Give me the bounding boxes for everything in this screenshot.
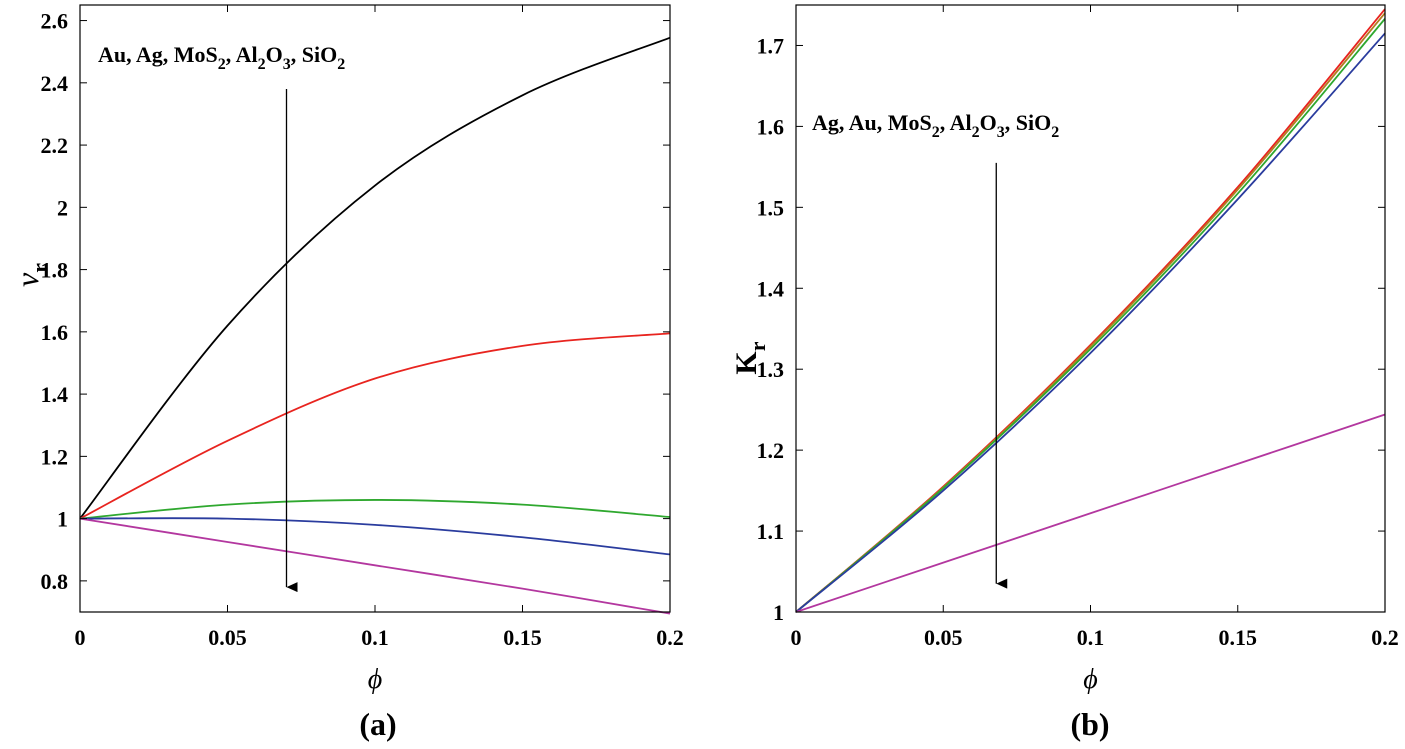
series-line-a-ag xyxy=(79,332,671,520)
annotation-part-a: , SiO xyxy=(291,42,337,67)
annotation-part-b: , Al xyxy=(940,110,972,135)
annotation-part-a: 2 xyxy=(218,56,226,73)
y-tick-label-b: 1.1 xyxy=(757,519,785,544)
series-line-a-sio2 xyxy=(79,517,671,615)
series-line-b-ag xyxy=(795,8,1386,613)
panel-label-a: (a) xyxy=(359,706,396,742)
axes-frame-b xyxy=(795,4,1386,613)
annotation-part-b: , SiO xyxy=(1005,110,1051,135)
annotation-part-b: 2 xyxy=(1051,124,1059,141)
y-tick-label-a: 1.8 xyxy=(41,258,69,283)
y-tick-label-a: 2.2 xyxy=(41,133,69,158)
x-tick-label-b: 0.2 xyxy=(1371,625,1399,650)
y-tick-label-a: 2 xyxy=(57,195,68,220)
annotation-part-a: 3 xyxy=(283,56,291,73)
x-tick-label-a: 0 xyxy=(75,625,86,650)
y-tick-label-b: 1 xyxy=(773,600,784,625)
y-tick-label-b: 1.3 xyxy=(757,357,785,382)
x-tick-label-b: 0 xyxy=(791,625,802,650)
x-tick-label-b: 0.1 xyxy=(1077,625,1105,650)
series-line-a-mos2 xyxy=(79,499,671,520)
y-tick-label-b: 1.5 xyxy=(757,195,785,220)
y-tick-label-b: 1.2 xyxy=(757,438,785,463)
y-axis-label-b: Kr xyxy=(730,341,770,374)
annotation-part-a: O xyxy=(266,42,283,67)
y-tick-label-a: 0.8 xyxy=(41,569,69,594)
y-tick-label-a: 2.6 xyxy=(41,9,69,34)
axes-frame-a xyxy=(79,4,671,613)
series-line-a-au xyxy=(79,36,671,520)
y-tick-label-b: 1.4 xyxy=(757,276,785,301)
x-tick-label-a: 0.05 xyxy=(208,625,247,650)
annotation-part-b: O xyxy=(980,110,997,135)
annotation-part-a: 2 xyxy=(258,56,266,73)
panel-label-b: (b) xyxy=(1070,706,1109,742)
y-axis-label-main-a: ν xyxy=(9,272,45,287)
annotation-part-a: , Al xyxy=(226,42,258,67)
x-axis-label-b: ϕ xyxy=(1083,664,1098,695)
x-tick-label-a: 0.1 xyxy=(361,625,389,650)
y-axis-label-a: νr xyxy=(9,263,52,287)
y-tick-label-b: 1.6 xyxy=(757,114,785,139)
annotation-part-b: 3 xyxy=(997,124,1005,141)
x-tick-label-a: 0.15 xyxy=(503,625,542,650)
chart-panel-b: 0 0.05 0.1 0.15 0.2 1 1.1 1.2 1.3 1.4 1.5 1.6 1.7 ϕ Kr… xyxy=(730,4,1399,742)
y-axis-label-main-b: K xyxy=(730,351,763,375)
y-tick-label-a: 1 xyxy=(57,507,68,532)
x-axis-label-a: ϕ xyxy=(368,664,383,695)
y-tick-label-a: 1.6 xyxy=(41,320,69,345)
y-tick-label-b: 1.7 xyxy=(757,33,785,58)
annotation-text-b: Ag, Au, MoS2, Al2O3, SiO2 xyxy=(812,110,1059,141)
series-line-b-sio2 xyxy=(795,413,1386,613)
x-tick-label-a: 0.2 xyxy=(656,625,684,650)
x-tick-label-b: 0.15 xyxy=(1219,625,1258,650)
y-tick-label-a: 1.2 xyxy=(41,444,69,469)
y-tick-label-a: 1.4 xyxy=(41,382,69,407)
annotation-part-b: 2 xyxy=(972,124,980,141)
x-tick-label-b: 0.05 xyxy=(924,625,963,650)
annotation-text-a: Au, Ag, MoS2, Al2O3, SiO2 xyxy=(98,42,345,73)
series-line-b-mos2 xyxy=(795,18,1386,613)
y-tick-label-a: 2.4 xyxy=(41,71,69,96)
y-axis-label-sub-a: r xyxy=(27,263,52,273)
annotation-part-b: Ag, Au, MoS xyxy=(812,110,932,135)
annotation-part-a: Au, Ag, MoS xyxy=(98,42,218,67)
series-line-b-au xyxy=(795,12,1386,613)
annotation-part-b: 2 xyxy=(932,124,940,141)
annotation-part-a: 2 xyxy=(337,56,345,73)
series-line-a-al2o3 xyxy=(79,517,671,556)
chart-panel-a: 0 0.05 0.1 0.15 0.2 0.8 1 1.2 1.4 1.6 1.8 2 2.2 2.4 2.… xyxy=(9,4,684,742)
series-line-b-al2o3 xyxy=(795,32,1386,613)
y-axis-label-sub-b: r xyxy=(745,341,770,351)
